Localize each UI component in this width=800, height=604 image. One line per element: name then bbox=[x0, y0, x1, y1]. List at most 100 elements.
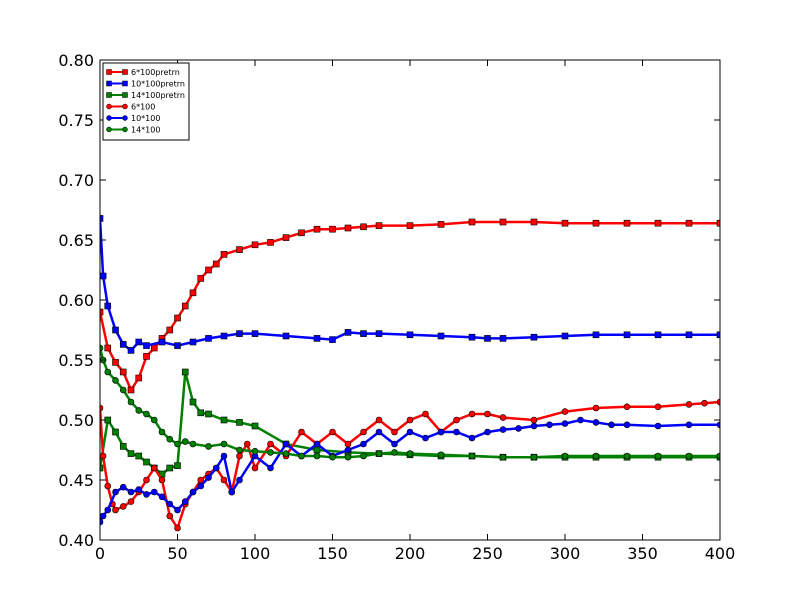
data-point bbox=[112, 359, 119, 366]
data-point bbox=[592, 452, 600, 460]
data-point bbox=[701, 399, 708, 407]
series-5 bbox=[100, 344, 720, 461]
data-point bbox=[104, 302, 112, 310]
data-point bbox=[468, 452, 476, 460]
data-point bbox=[313, 446, 321, 454]
data-point bbox=[100, 215, 104, 222]
data-point bbox=[484, 428, 491, 436]
data-point bbox=[174, 342, 181, 349]
data-point bbox=[623, 421, 631, 429]
data-point bbox=[100, 404, 104, 412]
series-0 bbox=[100, 218, 720, 394]
legend-item: 6*100pretrn bbox=[106, 68, 180, 77]
data-point bbox=[205, 474, 212, 481]
data-point bbox=[127, 386, 135, 394]
x-tick-label: 400 bbox=[705, 544, 736, 563]
data-point bbox=[236, 476, 243, 484]
data-point bbox=[375, 450, 383, 457]
x-tick-label: 150 bbox=[317, 544, 348, 563]
data-point bbox=[100, 308, 104, 316]
data-point bbox=[251, 464, 259, 472]
data-point bbox=[189, 398, 197, 406]
data-point bbox=[127, 398, 135, 406]
y-tick-label: 0.65 bbox=[58, 231, 94, 250]
data-point bbox=[150, 344, 158, 352]
data-point bbox=[166, 435, 174, 443]
data-point bbox=[181, 302, 189, 310]
y-tick-label: 0.70 bbox=[58, 171, 94, 190]
series-1 bbox=[100, 215, 720, 354]
data-point bbox=[282, 234, 290, 241]
data-point bbox=[685, 421, 693, 429]
data-point bbox=[174, 524, 181, 532]
data-point bbox=[360, 330, 367, 337]
data-point bbox=[360, 223, 367, 231]
legend-marker bbox=[106, 126, 112, 133]
y-tick-label: 0.50 bbox=[58, 411, 94, 430]
data-point bbox=[166, 512, 174, 520]
data-point bbox=[422, 434, 429, 442]
data-point bbox=[329, 453, 336, 461]
data-point bbox=[236, 330, 243, 337]
data-point bbox=[104, 344, 112, 352]
data-point bbox=[212, 464, 220, 472]
data-point bbox=[716, 219, 720, 227]
data-point bbox=[236, 452, 243, 460]
data-point bbox=[623, 219, 631, 227]
data-point bbox=[716, 398, 720, 406]
data-point bbox=[127, 488, 135, 496]
data-point bbox=[189, 338, 197, 346]
data-point bbox=[561, 420, 569, 427]
data-point bbox=[530, 333, 538, 341]
ticks-layer: 0 50 100 150 200 250 300 350 400 0.40 0.45 0.50 0.55… bbox=[58, 51, 735, 563]
legend-label: 10*100 bbox=[131, 114, 160, 123]
data-point bbox=[437, 332, 445, 340]
data-point bbox=[468, 434, 476, 442]
plot-area bbox=[100, 60, 720, 540]
x-tick-label: 250 bbox=[472, 544, 503, 563]
x-tick-label: 300 bbox=[550, 544, 581, 563]
data-point bbox=[251, 422, 259, 430]
data-point bbox=[135, 407, 143, 414]
data-point bbox=[119, 341, 127, 348]
data-point bbox=[174, 506, 181, 514]
data-point bbox=[499, 426, 507, 433]
legend-label: 10*100pretrn bbox=[131, 80, 185, 89]
data-point bbox=[515, 425, 522, 432]
data-point bbox=[112, 377, 119, 384]
data-point bbox=[546, 421, 553, 429]
data-point bbox=[313, 440, 321, 448]
data-point bbox=[119, 386, 127, 394]
data-point bbox=[100, 512, 107, 520]
data-point bbox=[174, 314, 181, 322]
y-tick-label: 0.80 bbox=[58, 51, 94, 70]
data-point bbox=[158, 493, 166, 501]
data-point bbox=[104, 482, 112, 490]
data-point bbox=[112, 326, 119, 334]
data-point bbox=[298, 452, 305, 460]
data-point bbox=[592, 404, 600, 412]
data-point bbox=[150, 488, 158, 496]
data-point bbox=[716, 452, 720, 460]
data-point bbox=[437, 451, 445, 459]
data-point bbox=[313, 335, 321, 342]
legend-label: 6*100 bbox=[131, 103, 155, 112]
data-point bbox=[174, 462, 181, 469]
y-tick-label: 0.45 bbox=[58, 471, 94, 490]
data-point bbox=[197, 409, 205, 417]
data-point bbox=[150, 464, 158, 472]
data-point bbox=[623, 331, 631, 339]
legend-marker bbox=[122, 126, 128, 133]
data-point bbox=[468, 218, 476, 226]
x-tick-label: 0 bbox=[95, 544, 105, 563]
data-point bbox=[158, 338, 166, 346]
data-point bbox=[181, 438, 189, 445]
data-point bbox=[375, 428, 383, 436]
data-point bbox=[112, 488, 119, 496]
data-point bbox=[329, 428, 336, 436]
data-point bbox=[212, 260, 220, 268]
legend-marker bbox=[122, 92, 128, 98]
data-point bbox=[406, 331, 414, 339]
